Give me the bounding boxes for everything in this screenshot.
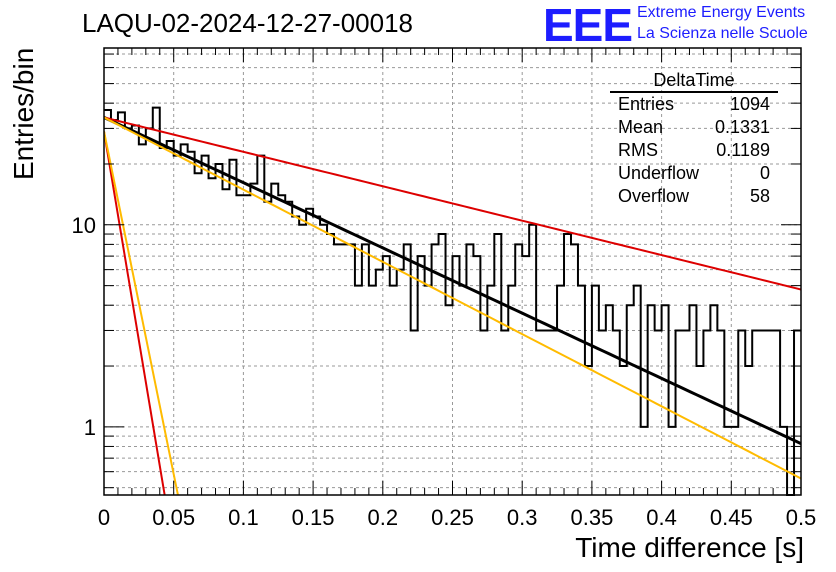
stats-label: Overflow	[618, 186, 690, 206]
stats-row-rms: RMS 0.1189	[610, 139, 778, 162]
stats-title: DeltaTime	[610, 70, 778, 93]
x-tick-label: 0.45	[710, 505, 753, 530]
x-tick-label: 0.1	[228, 505, 259, 530]
fit-curve-5	[104, 131, 179, 495]
x-tick-label: 0.05	[152, 505, 195, 530]
stats-row-underflow: Underflow 0	[610, 162, 778, 185]
x-tick-label: 0.15	[292, 505, 335, 530]
x-tick-label: 0.2	[368, 505, 399, 530]
stats-label: Mean	[618, 117, 664, 137]
stats-row-entries: Entries 1094	[610, 93, 778, 116]
chart-title: LAQU-02-2024-12-27-00018	[82, 8, 413, 38]
y-tick-label: 1	[84, 415, 96, 440]
fit-curve-2	[104, 116, 801, 291]
eee-logo-icon: EEE	[543, 0, 633, 51]
fit-curve-4	[104, 131, 166, 495]
x-tick-label: 0.25	[431, 505, 474, 530]
x-tick-label: 0.3	[507, 505, 538, 530]
stats-row-overflow: Overflow 58	[610, 185, 778, 208]
x-tick-label: 0.5	[786, 505, 817, 530]
x-axis-label: Time difference [s]	[575, 532, 804, 563]
logo-caption-line1: Extreme Energy Events	[637, 4, 806, 21]
stats-value: 0	[759, 163, 770, 183]
fit-curve-1	[104, 116, 801, 445]
y-axis-label: Entries/bin	[8, 47, 39, 180]
x-tick-label: 0	[98, 505, 110, 530]
logo-caption-line2: La Scienza nelle Scuole	[637, 25, 808, 42]
stats-box: DeltaTime Entries 1094 Mean 0.1331 RMS 0…	[610, 70, 778, 208]
stats-value: 0.1331	[714, 117, 770, 137]
stats-value: 0.1189	[716, 140, 770, 160]
x-tick-label: 0.4	[646, 505, 677, 530]
stats-row-mean: Mean 0.1331	[610, 116, 778, 139]
stats-value: 58	[749, 186, 770, 206]
logo-caption: Extreme Energy Events La Scienza nelle S…	[637, 2, 808, 44]
stats-value: 1094	[729, 94, 770, 114]
x-tick-label: 0.35	[570, 505, 613, 530]
fit-curve-3	[104, 116, 801, 480]
stats-label: RMS	[618, 140, 658, 160]
stats-label: Entries	[618, 94, 675, 114]
stats-label: Underflow	[618, 163, 700, 183]
y-tick-label: 10	[72, 213, 96, 238]
